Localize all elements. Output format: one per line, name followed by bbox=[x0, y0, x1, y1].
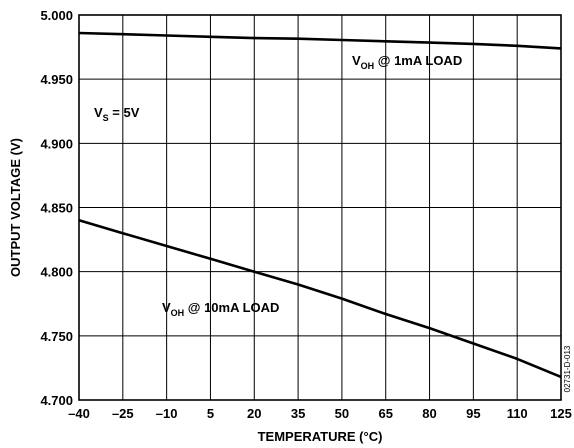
series-label-1ma: VOH @ 1mA LOAD bbox=[352, 53, 462, 71]
series-line-10ma bbox=[79, 220, 561, 377]
x-tick-label: –25 bbox=[112, 406, 134, 421]
series-label-10ma: VOH @ 10mA LOAD bbox=[162, 300, 279, 318]
y-tick-label: 4.750 bbox=[40, 329, 73, 344]
x-tick-label: 125 bbox=[550, 406, 572, 421]
x-tick-label: –10 bbox=[156, 406, 178, 421]
y-tick-label: 5.000 bbox=[40, 8, 73, 23]
x-tick-labels: –40 –25 –10 5 20 35 50 65 80 95 110 125 bbox=[68, 406, 572, 421]
figure-code: 02731-D-013 bbox=[563, 345, 572, 392]
y-tick-label: 4.950 bbox=[40, 72, 73, 87]
y-tick-label: 4.850 bbox=[40, 201, 73, 216]
series-line-1ma bbox=[79, 33, 561, 48]
y-axis-title: OUTPUT VOLTAGE (V) bbox=[8, 138, 23, 277]
x-tick-label: –40 bbox=[68, 406, 90, 421]
x-axis-title: TEMPERATURE (°C) bbox=[258, 429, 383, 444]
x-tick-label: 110 bbox=[507, 406, 528, 421]
x-tick-label: 20 bbox=[247, 406, 261, 421]
y-tick-label: 4.800 bbox=[40, 265, 73, 280]
x-tick-label: 50 bbox=[335, 406, 349, 421]
supply-voltage-label: VS = 5V bbox=[94, 105, 140, 123]
horizontal-gridlines bbox=[79, 79, 561, 336]
series-lines bbox=[79, 33, 561, 377]
y-tick-labels: 4.700 4.750 4.800 4.850 4.900 4.950 5.000 bbox=[40, 8, 73, 408]
x-tick-label: 80 bbox=[422, 406, 436, 421]
y-tick-label: 4.900 bbox=[40, 136, 73, 151]
x-tick-label: 5 bbox=[207, 406, 214, 421]
x-tick-label: 65 bbox=[378, 406, 392, 421]
y-tick-label: 4.700 bbox=[40, 393, 73, 408]
x-tick-label: 35 bbox=[291, 406, 305, 421]
x-tick-label: 95 bbox=[466, 406, 480, 421]
